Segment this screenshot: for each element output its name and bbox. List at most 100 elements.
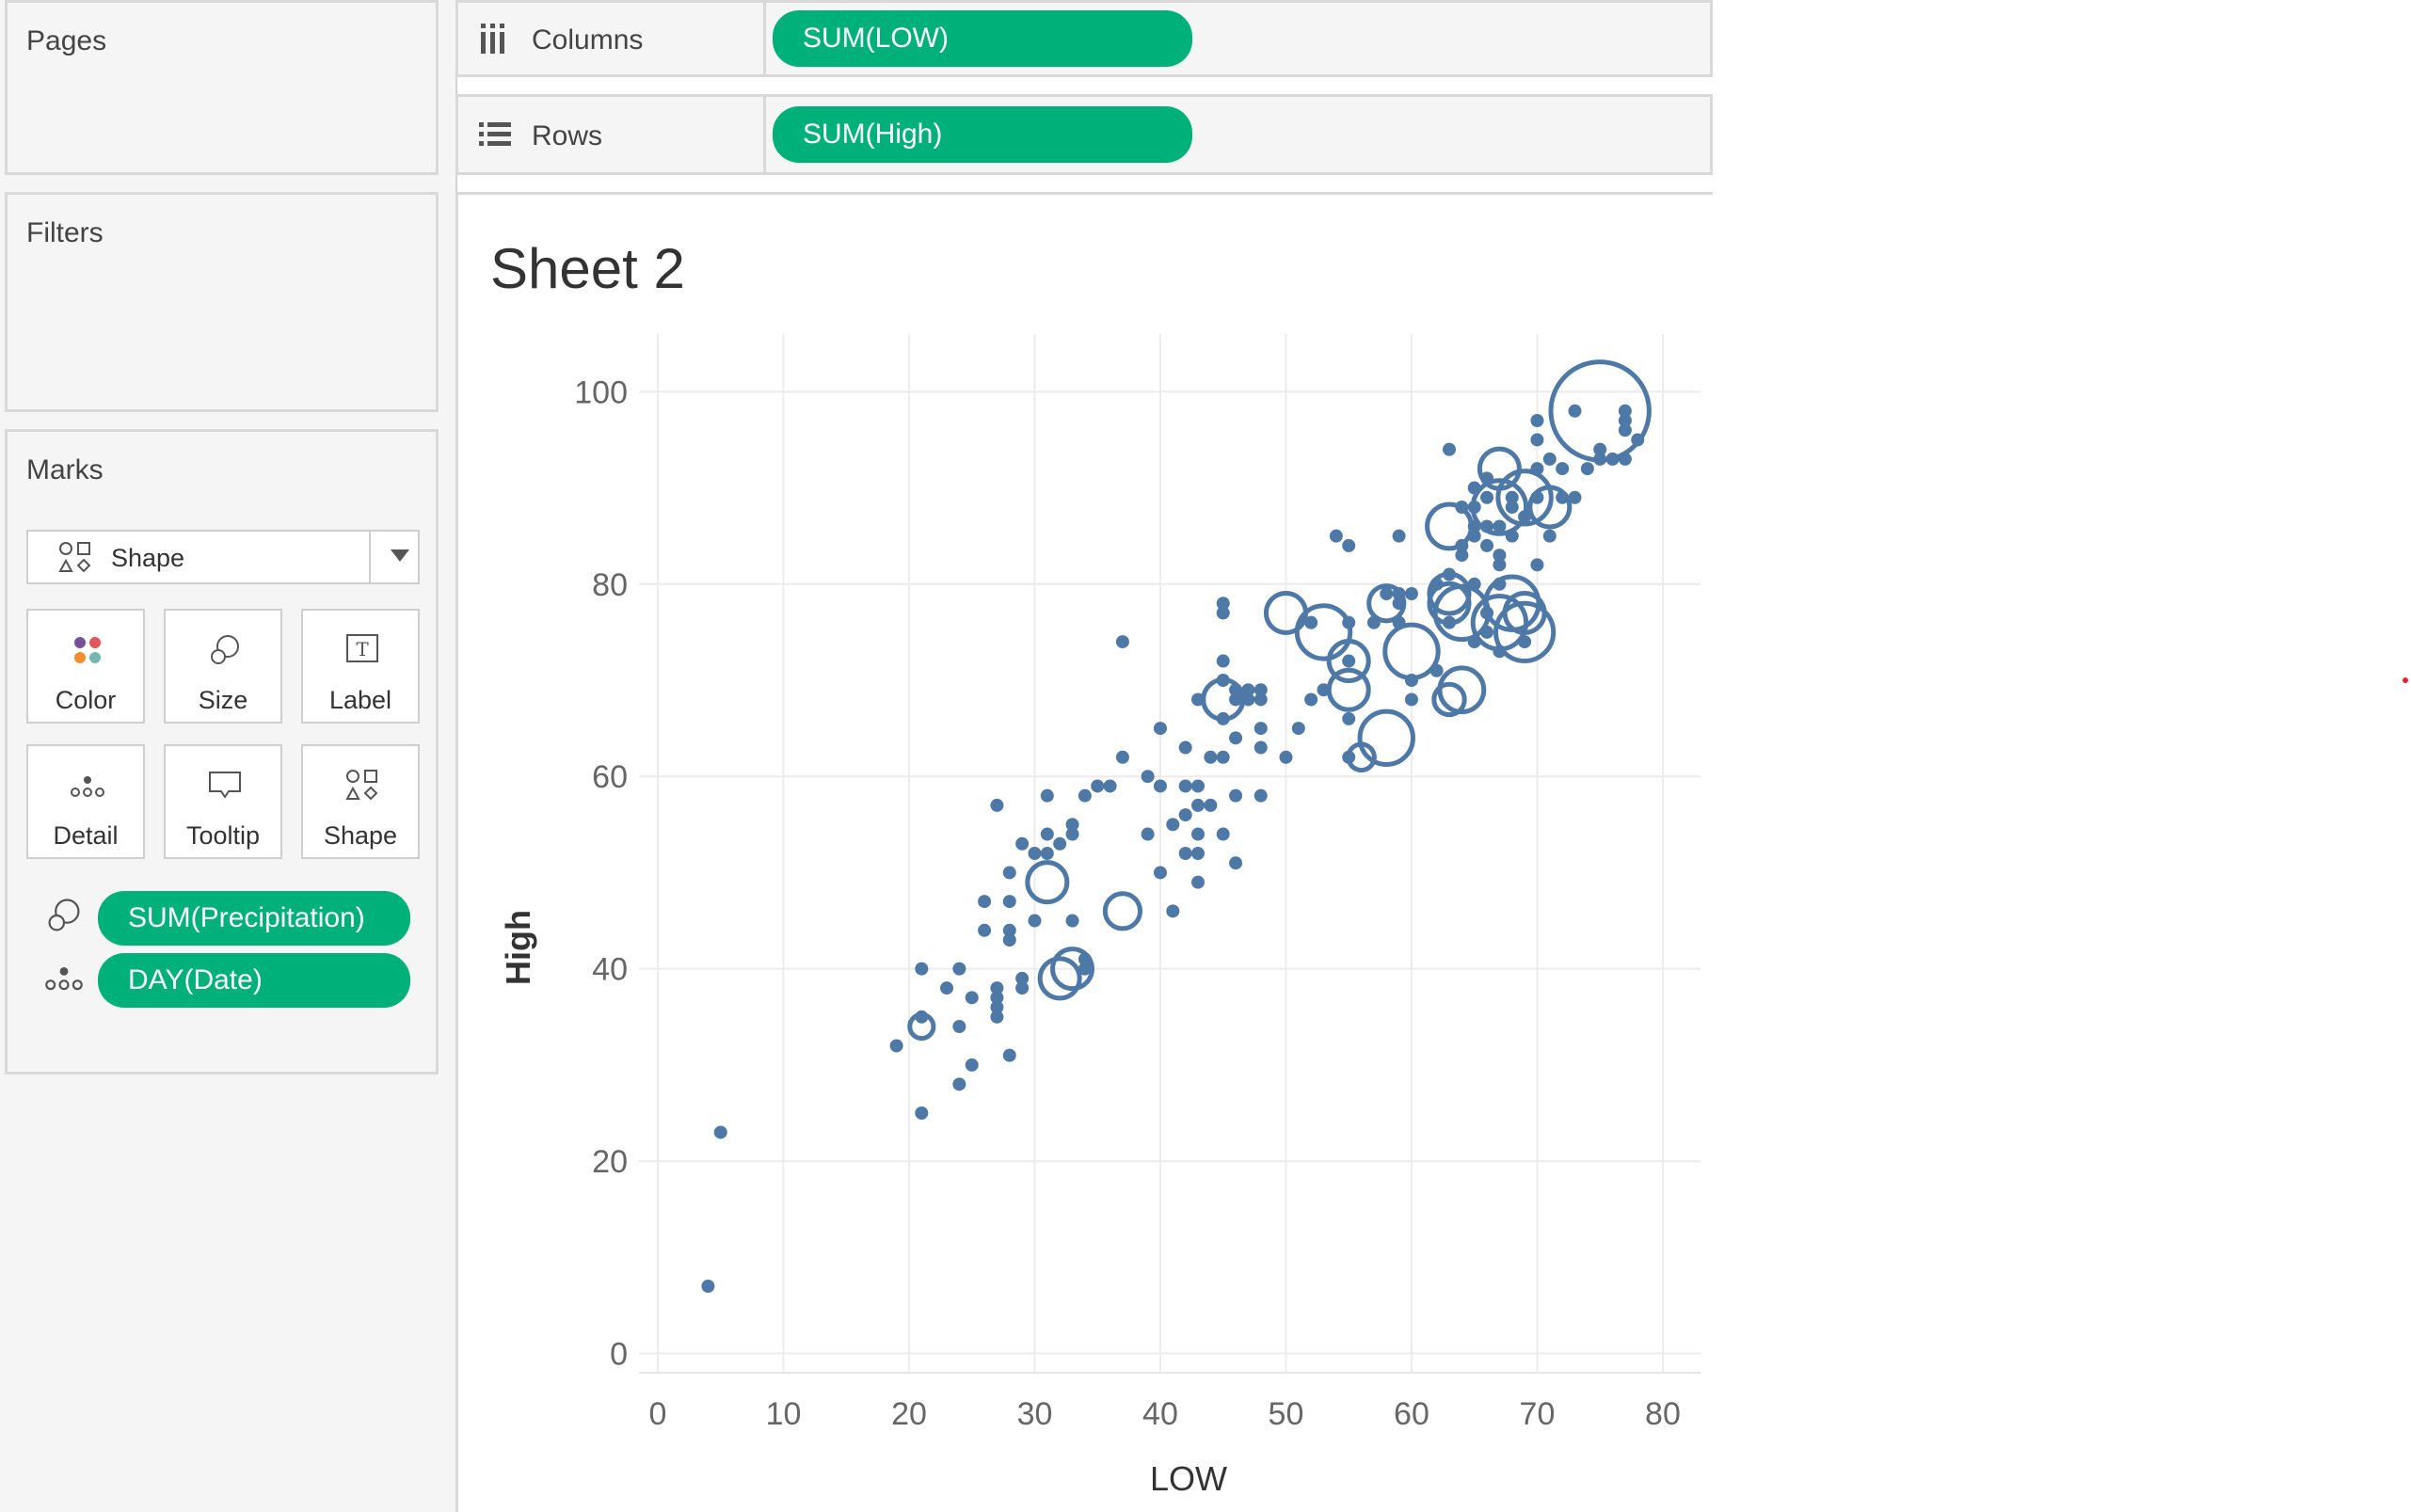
- shape-card-button[interactable]: Shape: [301, 744, 420, 859]
- data-point[interactable]: [1493, 558, 1507, 572]
- data-point[interactable]: [1467, 577, 1481, 591]
- filters-card[interactable]: Filters: [5, 192, 439, 412]
- data-point[interactable]: [1568, 490, 1582, 504]
- data-point[interactable]: [1065, 818, 1079, 832]
- data-point[interactable]: [1548, 359, 1652, 463]
- data-point[interactable]: [940, 981, 954, 995]
- data-point[interactable]: [1078, 952, 1092, 966]
- color-card-button[interactable]: Color: [26, 609, 145, 724]
- data-point[interactable]: [1304, 692, 1318, 707]
- data-point[interactable]: [1392, 587, 1406, 600]
- data-point[interactable]: [1329, 529, 1343, 543]
- data-point[interactable]: [1040, 827, 1054, 841]
- data-point[interactable]: [1141, 770, 1155, 784]
- scatter-chart[interactable]: 0 10 20 30 40 50 60 70 80 0 20 40 60 80 100 LOW High: [458, 195, 1713, 1512]
- data-point[interactable]: [1002, 1048, 1016, 1062]
- data-point[interactable]: [1530, 462, 1544, 476]
- data-point[interactable]: [1542, 529, 1557, 543]
- data-point[interactable]: [990, 1010, 1004, 1024]
- data-point[interactable]: [1443, 442, 1457, 456]
- data-point[interactable]: [1542, 452, 1557, 466]
- data-point[interactable]: [1480, 625, 1494, 639]
- data-point[interactable]: [1437, 665, 1487, 715]
- data-point[interactable]: [1326, 639, 1371, 684]
- data-point[interactable]: [1304, 615, 1318, 629]
- data-point[interactable]: [1618, 452, 1632, 466]
- data-point[interactable]: [1002, 933, 1016, 947]
- data-point[interactable]: [978, 923, 992, 937]
- data-point[interactable]: [1505, 490, 1519, 504]
- data-point[interactable]: [978, 895, 992, 909]
- data-point[interactable]: [990, 981, 1004, 995]
- data-point[interactable]: [1178, 847, 1192, 860]
- data-point[interactable]: [1216, 827, 1230, 841]
- data-point[interactable]: [1605, 452, 1620, 466]
- data-point[interactable]: [1078, 962, 1092, 976]
- data-point[interactable]: [1204, 750, 1218, 764]
- data-point[interactable]: [1191, 847, 1206, 860]
- tooltip-card-button[interactable]: Tooltip: [164, 744, 282, 859]
- data-point[interactable]: [1216, 654, 1230, 668]
- data-point[interactable]: [1431, 681, 1467, 718]
- data-point[interactable]: [1618, 423, 1632, 438]
- data-point[interactable]: [1342, 654, 1356, 668]
- label-card-button[interactable]: T Label: [301, 609, 420, 724]
- data-point[interactable]: [1530, 414, 1544, 427]
- data-point[interactable]: [1253, 683, 1268, 697]
- data-point[interactable]: [1455, 501, 1469, 514]
- data-point[interactable]: [1078, 788, 1092, 803]
- data-point[interactable]: [1392, 529, 1406, 543]
- data-point[interactable]: [1357, 708, 1415, 768]
- data-point[interactable]: [1229, 788, 1243, 803]
- data-point[interactable]: [701, 1280, 715, 1293]
- data-point[interactable]: [965, 1058, 979, 1072]
- data-point[interactable]: [1166, 904, 1180, 918]
- data-point[interactable]: [1115, 750, 1129, 764]
- data-point[interactable]: [1166, 818, 1180, 832]
- data-point[interactable]: [1294, 603, 1353, 661]
- chevron-down-icon[interactable]: [391, 549, 409, 562]
- data-point[interactable]: [1556, 462, 1570, 476]
- data-point[interactable]: [1065, 914, 1079, 928]
- detail-card-button[interactable]: Detail: [26, 744, 145, 859]
- data-point[interactable]: [1568, 404, 1582, 418]
- data-point[interactable]: [1455, 549, 1469, 563]
- data-point[interactable]: [1443, 567, 1457, 581]
- data-point[interactable]: [1455, 538, 1469, 552]
- data-point[interactable]: [1470, 478, 1529, 536]
- data-point[interactable]: [1495, 469, 1554, 527]
- data-point[interactable]: [1530, 433, 1544, 447]
- data-point[interactable]: [1493, 600, 1557, 663]
- data-point[interactable]: [1518, 635, 1532, 649]
- data-point[interactable]: [1480, 490, 1494, 504]
- data-point[interactable]: [1115, 635, 1129, 649]
- data-point[interactable]: [1380, 587, 1394, 600]
- pages-card[interactable]: Pages: [5, 0, 439, 175]
- data-point[interactable]: [1241, 692, 1255, 707]
- data-point[interactable]: [1065, 827, 1079, 841]
- data-point[interactable]: [1178, 740, 1192, 755]
- data-point[interactable]: [907, 1011, 936, 1042]
- data-point[interactable]: [1178, 779, 1192, 793]
- rows-shelf[interactable]: Rows SUM(High): [455, 94, 1713, 175]
- size-card-button[interactable]: Size: [164, 609, 282, 724]
- data-point[interactable]: [1518, 510, 1532, 524]
- data-point[interactable]: [1216, 606, 1230, 620]
- data-point[interactable]: [1505, 501, 1519, 514]
- data-point[interactable]: [1191, 827, 1206, 841]
- data-point[interactable]: [990, 1000, 1004, 1014]
- data-point[interactable]: [1593, 442, 1607, 456]
- data-point[interactable]: [1002, 895, 1016, 909]
- data-point[interactable]: [1153, 866, 1167, 880]
- data-point[interactable]: [1480, 538, 1494, 552]
- data-point[interactable]: [915, 962, 929, 976]
- data-point[interactable]: [1404, 587, 1418, 600]
- data-point[interactable]: [1392, 597, 1406, 611]
- data-point[interactable]: [1153, 779, 1167, 793]
- data-point[interactable]: [1493, 549, 1507, 563]
- columns-shelf[interactable]: Columns SUM(LOW): [455, 0, 1713, 77]
- data-point[interactable]: [952, 962, 966, 976]
- data-point[interactable]: [1002, 923, 1016, 937]
- data-point[interactable]: [1580, 462, 1594, 476]
- data-point[interactable]: [1404, 692, 1418, 707]
